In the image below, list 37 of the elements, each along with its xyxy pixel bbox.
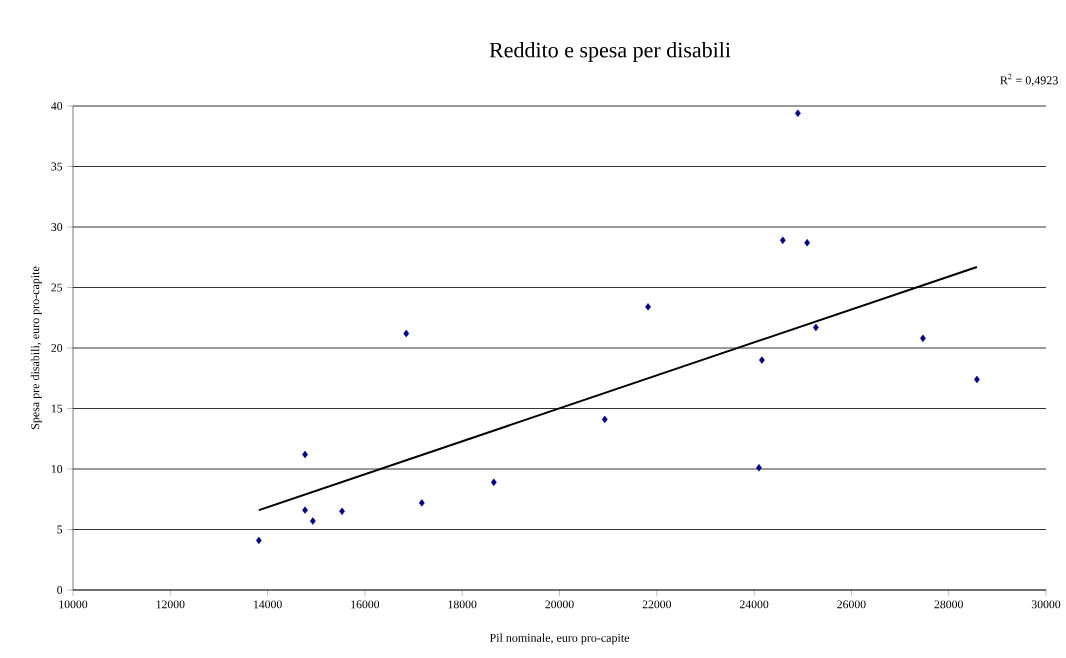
y-axis-title: Spesa pre disabili, euro pro-capite: [30, 266, 42, 430]
point: [309, 517, 316, 525]
x-tick-label: 26000: [837, 600, 866, 609]
chart-title: Reddito e spesa per disabili: [489, 42, 731, 62]
y-tick-label: 10: [51, 465, 63, 473]
x-tick-label: 16000: [351, 600, 380, 609]
y-tick-label: 40: [51, 102, 63, 110]
point: [779, 236, 786, 245]
y-tick-label: 25: [51, 283, 63, 292]
x-tick-label: 18000: [448, 600, 477, 609]
x-tick-label: 22000: [642, 600, 672, 609]
point: [756, 464, 762, 472]
y-tick-label: 30: [51, 223, 63, 231]
y-tick-label: 5: [57, 525, 63, 534]
point: [795, 109, 801, 117]
x-tick-label: 24000: [739, 600, 769, 609]
point: [601, 415, 608, 424]
y-tick-label: 0: [57, 586, 63, 594]
x-tick-label: 20000: [545, 600, 574, 609]
point: [302, 506, 308, 514]
x-axis-title: Pil nominale, euro pro-capite: [489, 633, 630, 645]
point: [490, 478, 497, 487]
point: [804, 239, 811, 247]
text: R$^{2}$ = 0,4923: [1000, 73, 1058, 87]
point: [255, 536, 262, 545]
x-tick-label: 28000: [934, 600, 963, 609]
x-tick-label: 14000: [253, 600, 282, 609]
x-tick-label: 30000: [1031, 600, 1061, 609]
y-tick-label: 35: [51, 162, 63, 171]
point: [403, 329, 410, 338]
point: [759, 356, 765, 364]
point: [645, 303, 651, 311]
x-tick-label: 10000: [59, 600, 88, 609]
y-tick-label: 15: [51, 404, 63, 413]
point: [418, 499, 425, 507]
x-tick-label: 12000: [156, 600, 185, 609]
y-tick-label: 20: [51, 344, 63, 352]
